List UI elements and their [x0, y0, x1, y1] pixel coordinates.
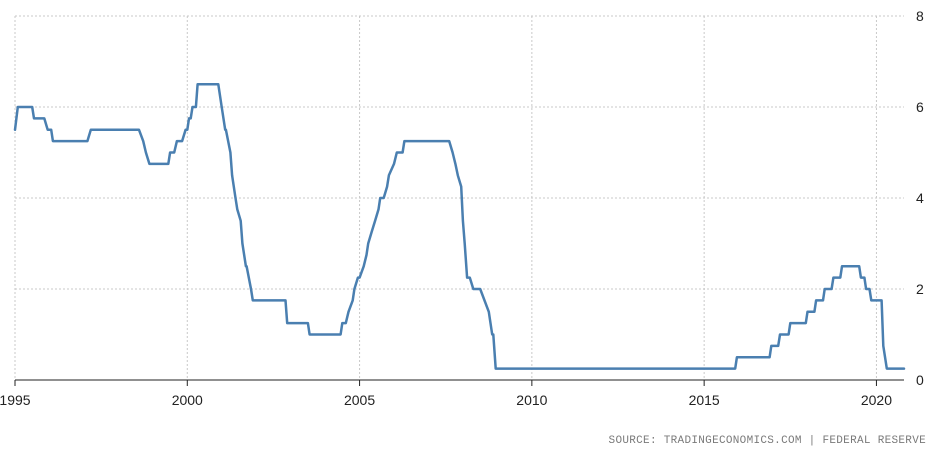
series-layer [13, 83, 906, 370]
y-tick-label: 4 [916, 190, 924, 206]
y-tick-label: 2 [916, 281, 924, 297]
x-tick-label: 2010 [516, 392, 547, 408]
source-footer: SOURCE: TRADINGECONOMICS.COM | FEDERAL R… [608, 435, 926, 447]
grid [14, 15, 904, 380]
x-tick-label: 2005 [344, 392, 375, 408]
y-tick-label: 6 [916, 99, 924, 115]
y-tick-label: 0 [916, 372, 924, 388]
x-tick-label: 2000 [172, 392, 203, 408]
y-axis-labels: 0 2 4 6 8 [916, 8, 924, 388]
y-tick-label: 8 [916, 8, 924, 24]
series-line [13, 83, 906, 370]
x-tick-label: 2020 [861, 392, 892, 408]
x-tick-label: 1995 [0, 392, 31, 408]
x-axis [14, 379, 904, 386]
x-axis-labels: 1995 2000 2005 2010 2015 2020 [0, 392, 892, 408]
x-tick-label: 2015 [689, 392, 720, 408]
